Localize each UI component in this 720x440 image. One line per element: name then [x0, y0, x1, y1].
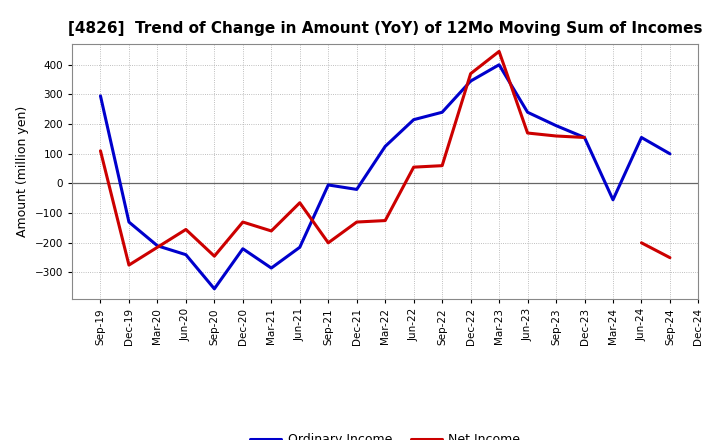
Ordinary Income: [467, 78, 475, 84]
Ordinary Income: [410, 117, 418, 122]
Ordinary Income: [96, 93, 105, 99]
Net Income: [665, 255, 674, 260]
Net Income: [467, 71, 475, 76]
Net Income: [96, 148, 105, 154]
Ordinary Income: [495, 62, 503, 67]
Ordinary Income: [295, 245, 304, 250]
Net Income: [580, 135, 589, 140]
Ordinary Income: [352, 187, 361, 192]
Ordinary Income: [523, 110, 532, 115]
Net Income: [324, 240, 333, 246]
Ordinary Income: [153, 243, 162, 249]
Ordinary Income: [125, 220, 133, 225]
Title: [4826]  Trend of Change in Amount (YoY) of 12Mo Moving Sum of Incomes: [4826] Trend of Change in Amount (YoY) o…: [68, 21, 703, 36]
Net Income: [210, 253, 219, 259]
Ordinary Income: [181, 252, 190, 257]
Net Income: [267, 228, 276, 234]
Ordinary Income: [580, 135, 589, 140]
Ordinary Income: [665, 151, 674, 157]
Net Income: [352, 220, 361, 225]
Net Income: [153, 245, 162, 250]
Net Income: [637, 240, 646, 246]
Ordinary Income: [608, 197, 617, 202]
Net Income: [238, 220, 247, 225]
Net Income: [523, 130, 532, 136]
Net Income: [438, 163, 446, 169]
Ordinary Income: [238, 246, 247, 251]
Net Income: [295, 200, 304, 205]
Ordinary Income: [267, 265, 276, 271]
Y-axis label: Amount (million yen): Amount (million yen): [16, 106, 29, 237]
Ordinary Income: [210, 286, 219, 291]
Net Income: [125, 262, 133, 268]
Net Income: [381, 218, 390, 223]
Ordinary Income: [324, 182, 333, 187]
Net Income: [181, 227, 190, 232]
Ordinary Income: [637, 135, 646, 140]
Ordinary Income: [438, 110, 446, 115]
Net Income: [410, 165, 418, 170]
Ordinary Income: [552, 123, 560, 128]
Net Income: [495, 49, 503, 54]
Legend: Ordinary Income, Net Income: Ordinary Income, Net Income: [245, 428, 526, 440]
Line: Ordinary Income: Ordinary Income: [101, 65, 670, 289]
Net Income: [552, 133, 560, 139]
Line: Net Income: Net Income: [101, 51, 670, 265]
Ordinary Income: [381, 144, 390, 149]
